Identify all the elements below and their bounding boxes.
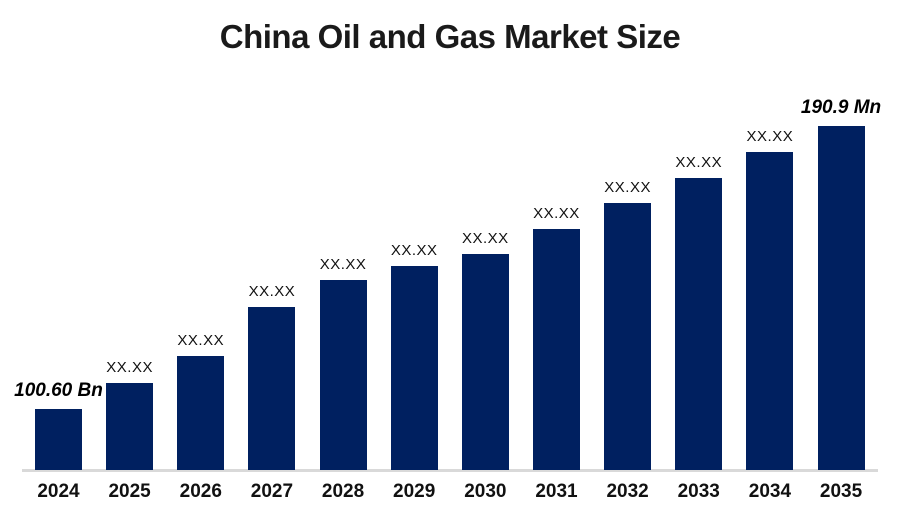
bar-2025 [106,383,154,470]
x-axis-label-2026: 2026 [179,481,222,502]
bar-value-label-2034: XX.XX [746,128,794,145]
bar-value-label-2031: XX.XX [533,205,580,222]
x-axis-label-2027: 2027 [250,481,294,502]
bar-value-label-2028: XX.XX [319,256,367,273]
x-axis-label-2025: 2025 [108,481,151,502]
bar-value-label-2030: XX.XX [461,230,509,247]
x-axis-line [22,469,878,472]
x-axis-label-2024: 2024 [37,481,80,502]
x-axis-label-2029: 2029 [393,481,436,502]
bar-2027 [248,307,296,470]
x-axis-label-2028: 2028 [321,481,365,502]
bar-2033 [675,178,723,470]
bar-2030 [461,254,509,470]
x-axis-label-2030: 2030 [464,481,507,502]
x-axis-label-2032: 2032 [606,481,649,502]
chart-title: China Oil and Gas Market Size [219,18,681,55]
bar-2032 [604,203,652,470]
bar-value-label-2024: 100.60 Bn [14,380,103,401]
x-axis-label-2034: 2034 [748,481,792,502]
bar-value-label-2029: XX.XX [390,242,438,259]
bar-2034 [746,152,794,470]
x-axis-label-2031: 2031 [535,481,578,502]
x-axis-label-2033: 2033 [677,481,720,502]
bar-value-label-2026: XX.XX [177,332,225,349]
bar-2024 [35,409,82,470]
bar-value-label-2027: XX.XX [248,283,296,300]
bar-value-label-2033: XX.XX [675,154,723,171]
bar-value-label-2025: XX.XX [106,359,153,376]
bar-2026 [177,356,225,470]
bar-2035 [817,126,865,470]
bar-value-label-2035: 190.9 Mn [800,97,882,118]
bar-2031 [532,229,580,470]
bar-2028 [319,280,367,470]
x-axis-label-2035: 2035 [819,481,863,502]
bar-2029 [390,266,438,470]
bar-value-label-2032: XX.XX [604,179,651,196]
